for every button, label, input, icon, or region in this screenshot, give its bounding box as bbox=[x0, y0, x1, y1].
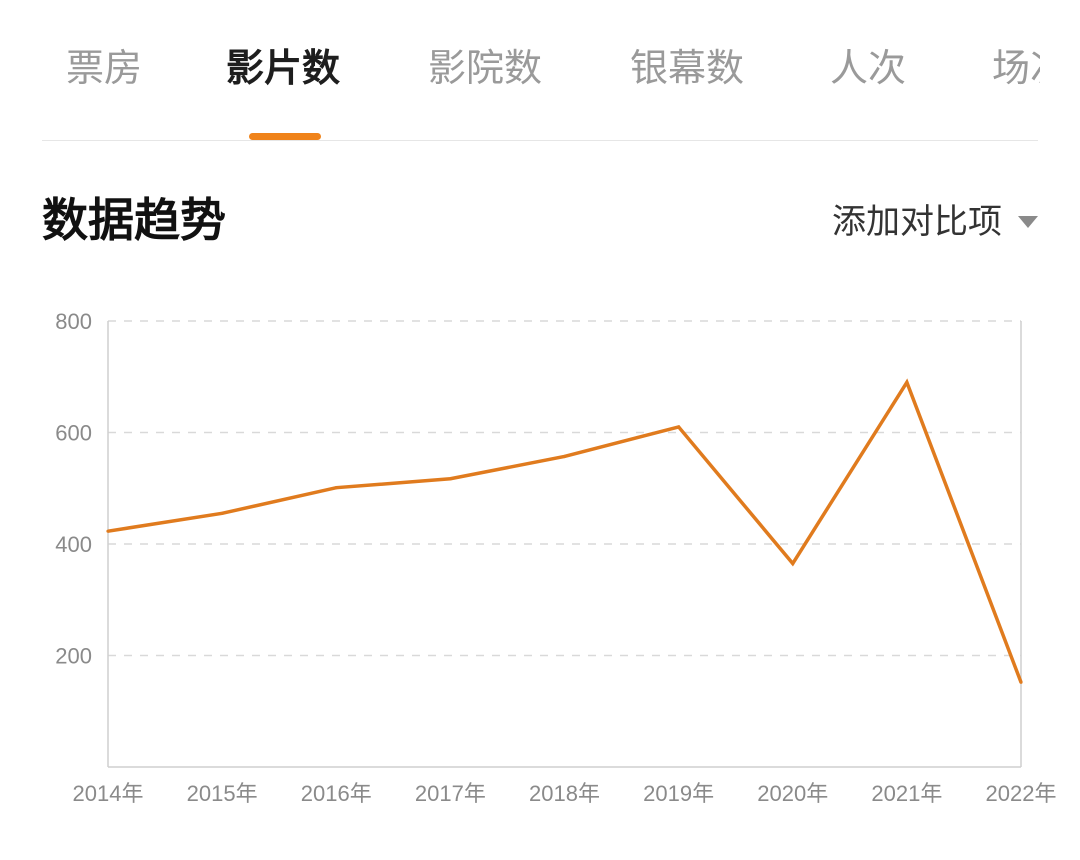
x-tick-label: 2022年 bbox=[986, 781, 1057, 806]
y-tick-label: 800 bbox=[55, 309, 92, 334]
data-point bbox=[791, 561, 795, 566]
data-point bbox=[334, 486, 338, 490]
series-line bbox=[107, 378, 1023, 683]
tab-screenings[interactable]: 场次 bbox=[992, 46, 1040, 90]
y-tick-label: 200 bbox=[55, 644, 92, 669]
active-tab-indicator bbox=[249, 133, 321, 140]
tab-divider bbox=[42, 140, 1038, 141]
tab-admissions[interactable]: 人次 bbox=[830, 46, 907, 90]
add-comparison-label: 添加对比项 bbox=[832, 202, 1002, 242]
data-point bbox=[106, 529, 110, 533]
data-point bbox=[905, 380, 909, 384]
x-tick-label: 2015年 bbox=[187, 781, 258, 806]
tab-bar: 票房 影片数 影院数 银幕数 人次 场次 bbox=[0, 0, 1040, 140]
data-point bbox=[1019, 680, 1023, 684]
data-point bbox=[677, 425, 681, 429]
caret-down-icon bbox=[1018, 216, 1038, 228]
section-title: 数据趋势 bbox=[42, 193, 226, 247]
y-tick-label: 400 bbox=[55, 532, 92, 557]
x-tick-label: 2021年 bbox=[871, 781, 942, 806]
y-tick-label: 600 bbox=[55, 421, 92, 446]
x-tick-label: 2020年 bbox=[757, 781, 828, 806]
x-tick-label: 2014年 bbox=[73, 781, 144, 806]
add-comparison-dropdown[interactable]: 添加对比项 bbox=[832, 194, 1038, 250]
tab-screen-count[interactable]: 银幕数 bbox=[630, 46, 745, 90]
x-tick-label: 2016年 bbox=[301, 781, 372, 806]
tab-cinema-count[interactable]: 影院数 bbox=[428, 46, 543, 90]
data-point bbox=[220, 511, 224, 515]
data-point bbox=[562, 454, 567, 459]
x-tick-label: 2019年 bbox=[643, 781, 714, 806]
data-point bbox=[448, 477, 452, 481]
x-tick-label: 2017年 bbox=[415, 781, 486, 806]
tab-film-count[interactable]: 影片数 bbox=[226, 46, 341, 90]
tab-box-office[interactable]: 票房 bbox=[66, 46, 143, 90]
x-tick-label: 2018年 bbox=[529, 781, 600, 806]
